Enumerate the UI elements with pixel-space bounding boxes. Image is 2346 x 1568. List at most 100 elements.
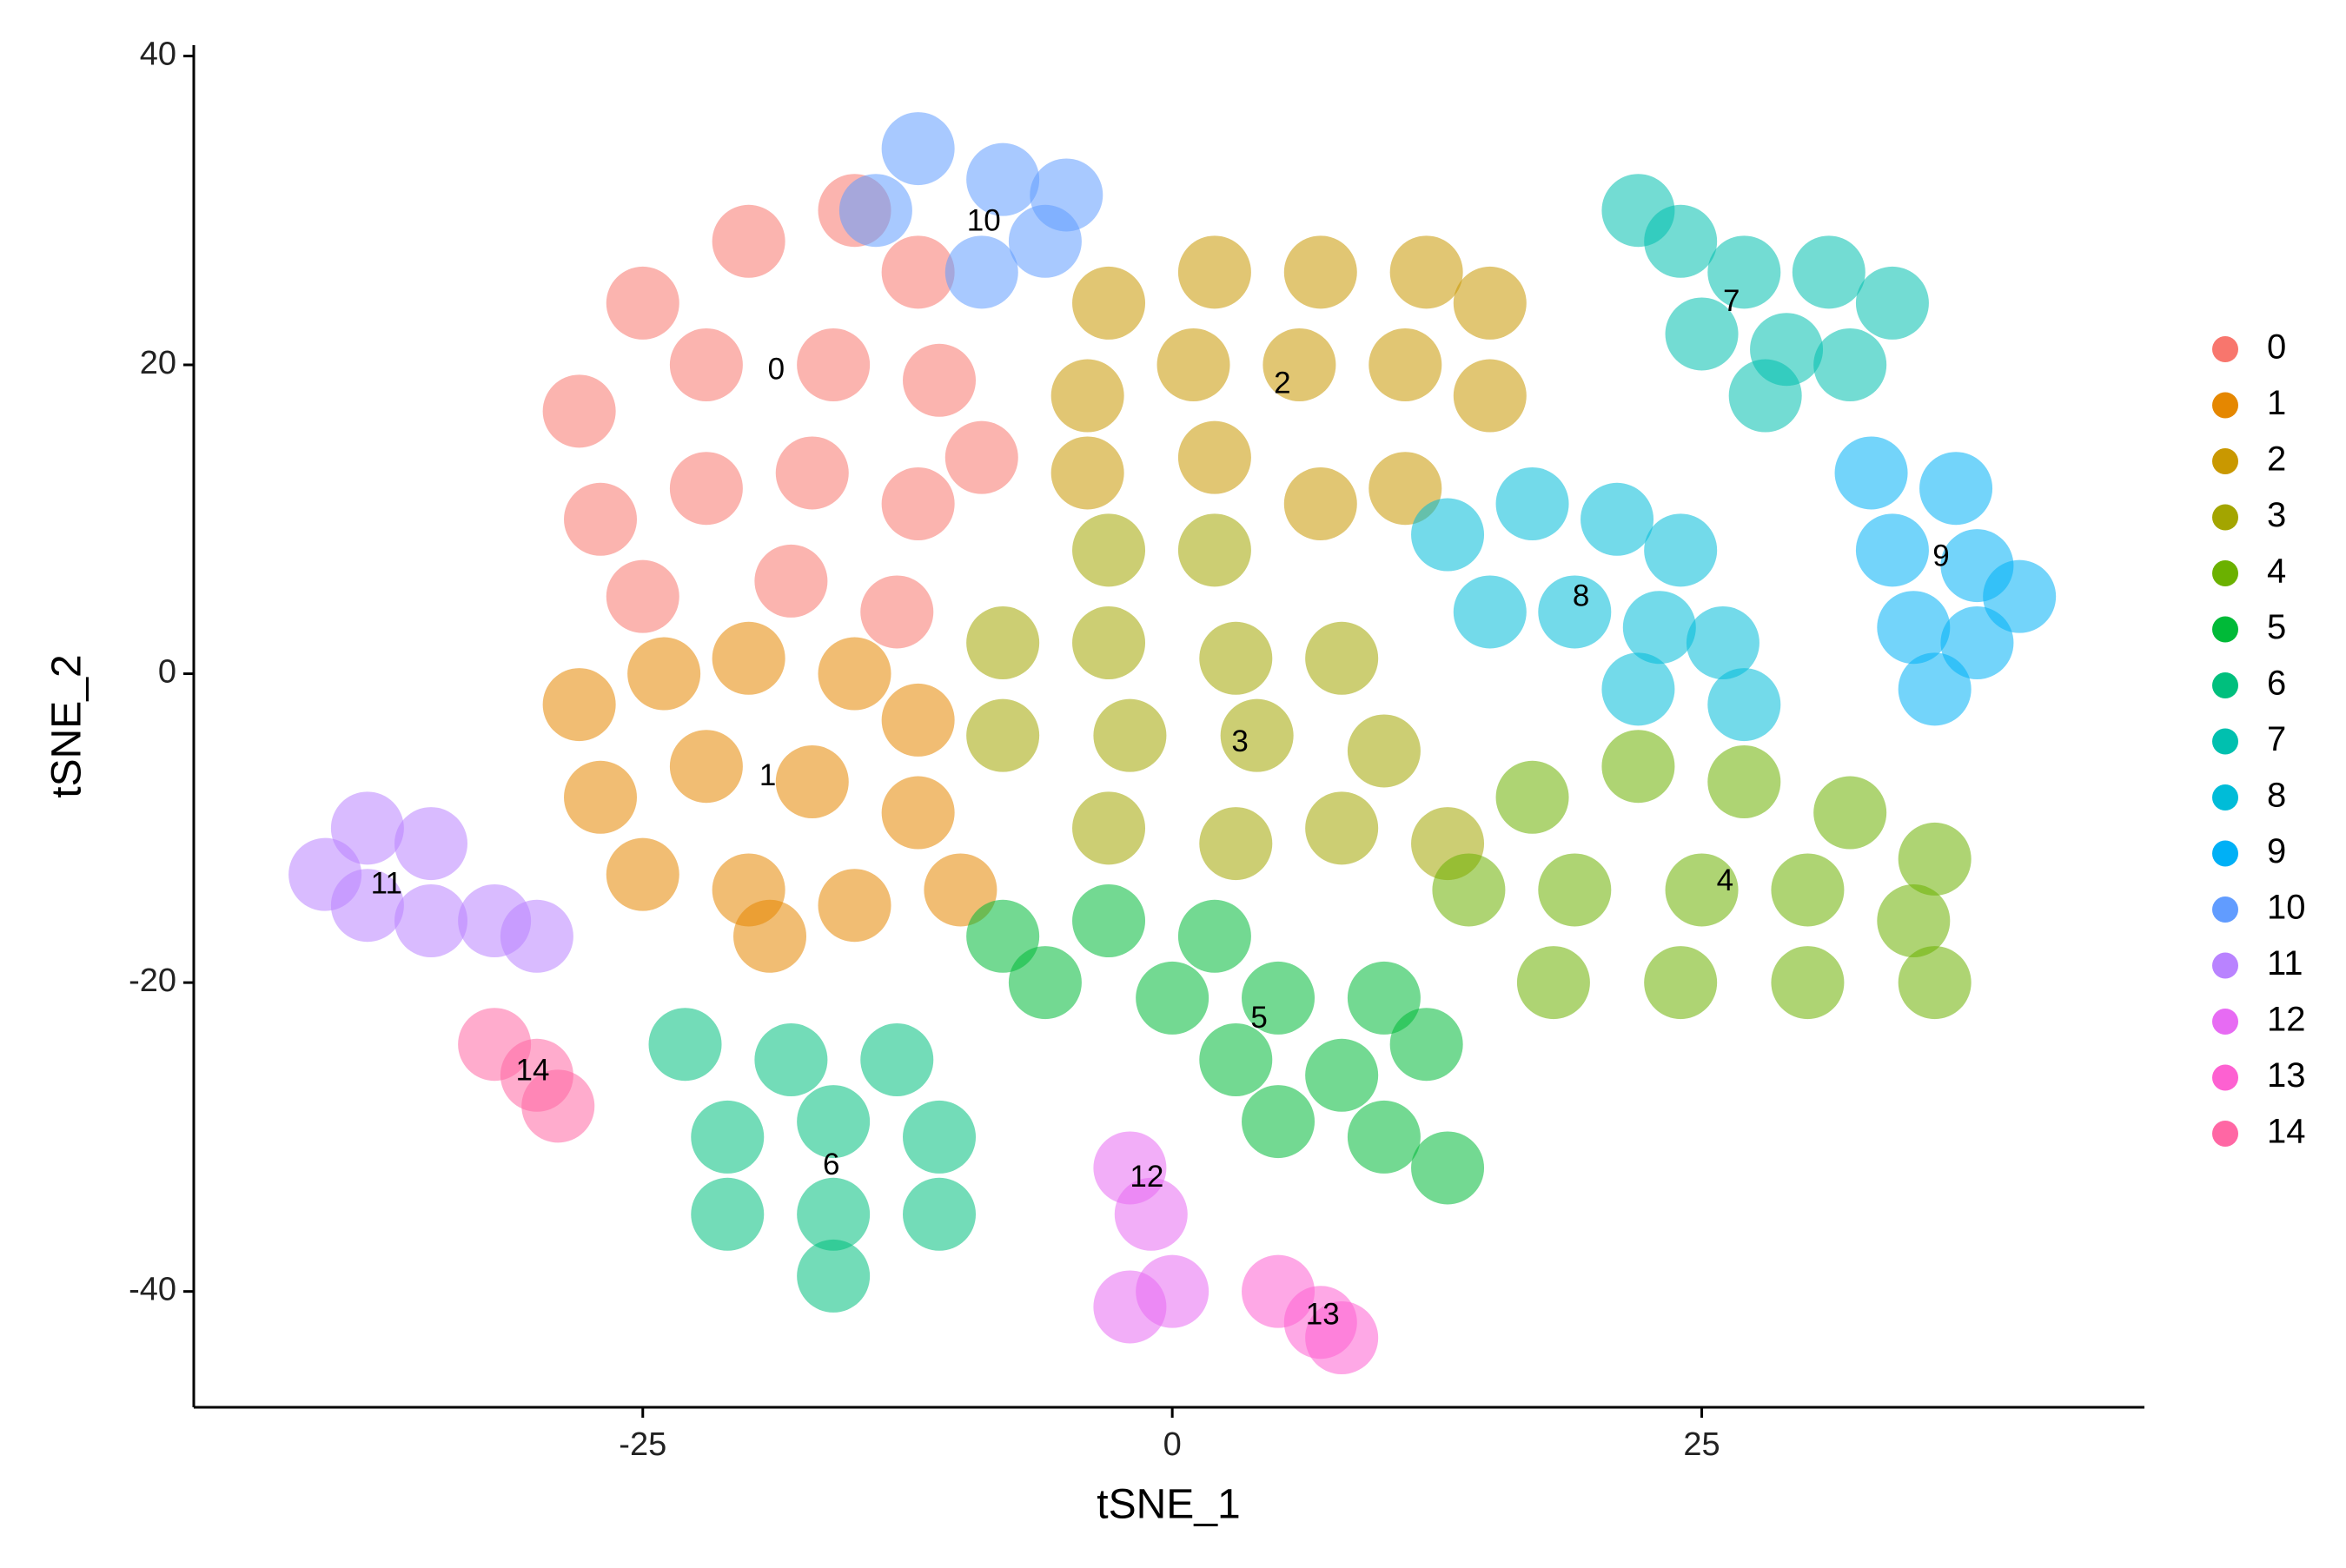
cluster-point xyxy=(627,637,701,711)
cluster-point xyxy=(1834,436,1908,510)
cluster-point xyxy=(1283,235,1357,309)
cluster-point xyxy=(1707,745,1781,818)
cluster-point xyxy=(1771,946,1845,1020)
cluster-point xyxy=(1305,1301,1379,1374)
legend-swatch xyxy=(2212,392,2238,419)
cluster-label: 4 xyxy=(1717,863,1733,897)
legend-label: 4 xyxy=(2267,552,2286,591)
legend-label: 0 xyxy=(2267,328,2286,367)
legend-label: 14 xyxy=(2267,1113,2306,1151)
cluster-point xyxy=(1771,853,1845,927)
cluster-point xyxy=(1453,266,1527,340)
cluster-point xyxy=(797,1085,871,1159)
cluster-point xyxy=(1728,359,1802,433)
cluster-point xyxy=(1940,606,2014,679)
cluster-point xyxy=(691,1177,765,1251)
cluster-point xyxy=(797,328,871,401)
cluster-point xyxy=(1136,961,1209,1035)
x-tick-label: 25 xyxy=(1683,1426,1720,1463)
legend-label: 5 xyxy=(2267,608,2286,646)
cluster-point xyxy=(1389,235,1463,309)
cluster-point xyxy=(1177,420,1251,494)
legend-swatch xyxy=(2212,952,2238,979)
legend-swatch xyxy=(2212,336,2238,362)
y-tick-label: 40 xyxy=(140,36,176,72)
cluster-point xyxy=(881,467,955,540)
cluster-point xyxy=(1072,606,1146,679)
cluster-point xyxy=(797,1239,871,1313)
cluster-point xyxy=(1050,436,1124,510)
cluster-point xyxy=(1855,266,1929,340)
cluster-point xyxy=(1347,1100,1421,1174)
cluster-point xyxy=(966,606,1040,679)
cluster-point xyxy=(1411,1131,1485,1205)
cluster-point xyxy=(754,1023,828,1096)
cluster-label: 11 xyxy=(371,866,402,900)
cluster-point xyxy=(797,1177,871,1251)
cluster-point xyxy=(1813,328,1887,401)
cluster-point xyxy=(1665,853,1739,927)
cluster-point xyxy=(1686,606,1760,679)
cluster-point xyxy=(1156,328,1230,401)
cluster-point xyxy=(330,791,404,865)
cluster-point xyxy=(1177,899,1251,973)
cluster-point xyxy=(669,730,743,804)
cluster-point xyxy=(1199,807,1273,881)
cluster-point xyxy=(754,544,828,618)
cluster-point xyxy=(1283,467,1357,540)
cluster-point xyxy=(966,899,1040,973)
legend-label: 9 xyxy=(2267,832,2286,870)
cluster-label: 1 xyxy=(759,758,776,792)
cluster-point xyxy=(1601,730,1675,804)
legend-swatch xyxy=(2212,1009,2238,1035)
cluster-point xyxy=(1305,1038,1379,1112)
cluster-point xyxy=(775,745,849,818)
cluster-point xyxy=(818,637,891,711)
cluster-point xyxy=(1177,513,1251,587)
cluster-label: 3 xyxy=(1231,724,1248,758)
cluster-label: 0 xyxy=(768,352,785,386)
legend-label: 1 xyxy=(2267,384,2286,422)
cluster-point xyxy=(1644,204,1718,278)
cluster-point xyxy=(966,142,1040,216)
cluster-point xyxy=(1242,961,1315,1035)
cluster-point xyxy=(1347,714,1421,788)
cluster-point xyxy=(521,1069,595,1143)
cluster-point xyxy=(712,204,785,278)
legend-label: 12 xyxy=(2267,1001,2306,1039)
cluster-point xyxy=(1072,266,1146,340)
cluster-point xyxy=(1495,760,1569,834)
cluster-point xyxy=(1453,359,1527,433)
cluster-point xyxy=(966,698,1040,772)
cluster-point xyxy=(542,668,616,742)
legend-label: 3 xyxy=(2267,496,2286,534)
cluster-point xyxy=(669,328,743,401)
cluster-point xyxy=(1707,235,1781,309)
cluster-point xyxy=(1877,591,1951,665)
points-layer xyxy=(288,112,2057,1374)
cluster-point xyxy=(1114,1177,1188,1251)
cluster-point xyxy=(394,884,468,957)
cluster-point xyxy=(1199,621,1273,695)
cluster-point xyxy=(1199,1023,1273,1096)
legend-swatch xyxy=(2212,672,2238,698)
cluster-point xyxy=(1813,776,1887,850)
legend-swatch xyxy=(2212,504,2238,531)
y-tick-label: -40 xyxy=(129,1272,176,1308)
cluster-point xyxy=(1389,1008,1463,1082)
cluster-point xyxy=(1538,575,1612,649)
cluster-point xyxy=(1983,559,2057,633)
cluster-point xyxy=(564,482,638,556)
y-tick-label: -20 xyxy=(129,963,176,999)
cluster-point xyxy=(1008,946,1082,1020)
cluster-point xyxy=(1305,791,1379,865)
cluster-point xyxy=(1453,575,1527,649)
cluster-point xyxy=(860,1023,934,1096)
cluster-point xyxy=(712,621,785,695)
cluster-point xyxy=(1305,621,1379,695)
cluster-point xyxy=(1898,946,1972,1020)
cluster-point xyxy=(881,776,955,850)
legend-swatch xyxy=(2212,1064,2238,1091)
